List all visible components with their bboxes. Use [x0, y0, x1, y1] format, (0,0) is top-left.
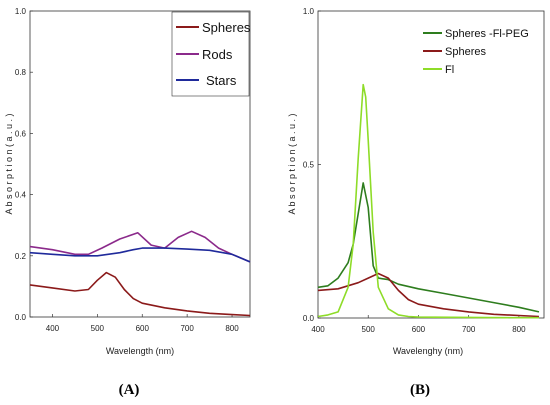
panel-b-series: [317, 83, 540, 319]
panel-b-plot-frame: [317, 10, 545, 319]
panel-a-series-line-rods: [29, 230, 251, 263]
panel-b-series-line-spheres-fl-peg: [317, 182, 540, 313]
panel-b-label: (B): [410, 382, 430, 398]
panel-b-x-tick-label: 400: [311, 325, 325, 334]
panel-a-y-tick-label: 0.6: [15, 129, 27, 138]
panel-a-plot-frame: [29, 10, 251, 318]
legend-label-rods: Rods: [202, 47, 233, 62]
legend-label-stars: Stars: [206, 73, 237, 88]
panel-a-x-tick-label: 600: [136, 324, 150, 333]
panel-b-x-tick-label: 800: [512, 325, 526, 334]
panel-a-series: [29, 230, 251, 317]
panel-a-y-tick-label: 1.0: [15, 7, 27, 16]
legend-label-spheres-b: Spheres: [445, 46, 486, 58]
panel-b-y-ticks: 0.0 0.5 1.0: [303, 7, 321, 323]
panel-a-series-line-spheres: [29, 271, 251, 317]
panel-a-x-ticks: 400 500 600 700 800: [46, 314, 239, 333]
panel-b-x-tick-label: 600: [412, 325, 426, 334]
panel-a-x-tick-label: 800: [225, 324, 239, 333]
panel-b-y-tick-label: 1.0: [303, 7, 315, 16]
panel-a-x-tick-label: 700: [180, 324, 194, 333]
panel-a: 400 500 600 700 800 0.0 0.2 0.4 0.6 0.8 1.0 Wavel…: [4, 7, 251, 398]
panel-b-series-line-spheres: [317, 272, 540, 318]
legend-label-spheres: Spheres: [202, 20, 251, 35]
panel-b-y-tick-label: 0.0: [303, 314, 315, 323]
panel-b-y-axis-label: A b s o r p t i o n ( a . u . ): [287, 113, 297, 214]
panel-b-x-tick-label: 500: [362, 325, 376, 334]
panel-b-x-axis-label: Wavelenghy (nm): [393, 346, 463, 356]
legend-label-spheres-fl-peg: Spheres -Fl-PEG: [445, 28, 529, 40]
panel-a-y-tick-label: 0.2: [15, 252, 27, 261]
panel-a-y-axis-label: A b s o r p t i o n ( a . u . ): [4, 113, 14, 214]
panel-b-legend: Spheres -Fl-PEG Spheres Fl: [423, 28, 529, 76]
panel-a-legend: Spheres Rods Stars: [171, 11, 251, 97]
panel-a-x-tick-label: 400: [46, 324, 60, 333]
legend-label-fl: Fl: [445, 64, 454, 76]
panel-b-x-tick-label: 700: [462, 325, 476, 334]
panel-a-series-line-stars: [29, 247, 251, 263]
panel-b-series-line-fl: [317, 83, 539, 319]
panel-a-y-tick-label: 0.8: [15, 68, 27, 77]
panel-a-y-ticks: 0.0 0.2 0.4 0.6 0.8 1.0: [15, 7, 33, 322]
panel-a-y-tick-label: 0.0: [15, 313, 27, 322]
panel-a-x-tick-label: 500: [91, 324, 105, 333]
panel-a-x-axis-label: Wavelength (nm): [106, 346, 174, 356]
panel-b: 400 500 600 700 800 0.0 0.5 1.0 Wavelenghy (nm…: [287, 7, 545, 398]
panel-b-y-tick-label: 0.5: [303, 161, 315, 170]
panel-a-y-tick-label: 0.4: [15, 191, 27, 200]
panel-a-label: (A): [119, 382, 140, 398]
